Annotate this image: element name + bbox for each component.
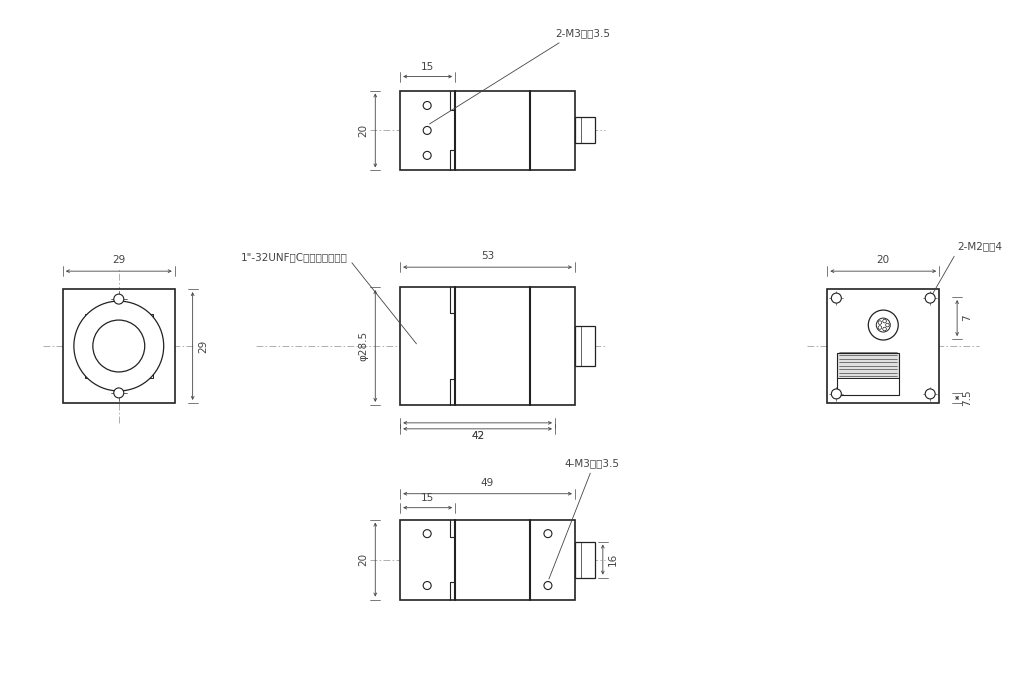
Text: 2-M2深さ4: 2-M2深さ4 xyxy=(931,241,1002,295)
Circle shape xyxy=(877,318,890,332)
Circle shape xyxy=(868,310,898,340)
Circle shape xyxy=(423,582,432,589)
Circle shape xyxy=(879,321,882,324)
Text: 7: 7 xyxy=(962,315,972,321)
Text: 4-M3深さ3.5: 4-M3深さ3.5 xyxy=(549,458,620,579)
Text: 20: 20 xyxy=(358,124,369,137)
Text: 29: 29 xyxy=(199,340,209,353)
Text: 49: 49 xyxy=(481,477,494,488)
Bar xyxy=(401,519,575,599)
Circle shape xyxy=(113,294,124,304)
Text: 42: 42 xyxy=(471,430,484,441)
Circle shape xyxy=(925,293,935,303)
Circle shape xyxy=(544,530,552,538)
Circle shape xyxy=(423,127,432,134)
Bar xyxy=(575,326,595,366)
Text: 15: 15 xyxy=(421,62,435,71)
Text: 53: 53 xyxy=(481,251,494,261)
Bar xyxy=(827,289,939,403)
Bar xyxy=(837,353,899,378)
Text: 15: 15 xyxy=(421,493,435,503)
Text: 20: 20 xyxy=(358,553,369,566)
Bar xyxy=(401,287,575,405)
Bar xyxy=(575,542,595,578)
Circle shape xyxy=(544,582,552,589)
Bar xyxy=(837,353,899,395)
Bar xyxy=(401,90,575,170)
Text: 29: 29 xyxy=(112,256,126,265)
Text: 2-M3深さ3.5: 2-M3深さ3.5 xyxy=(430,29,610,124)
Text: 1"-32UNF（Cマウントネジ）: 1"-32UNF（Cマウントネジ） xyxy=(241,252,416,344)
Circle shape xyxy=(423,530,432,538)
Circle shape xyxy=(831,293,842,303)
Circle shape xyxy=(423,151,432,160)
Circle shape xyxy=(883,327,887,331)
Circle shape xyxy=(93,320,145,372)
Circle shape xyxy=(879,326,882,329)
Text: 7.5: 7.5 xyxy=(962,390,972,406)
Bar xyxy=(84,314,152,378)
Circle shape xyxy=(883,319,887,323)
Text: 42: 42 xyxy=(471,430,484,441)
Circle shape xyxy=(886,323,889,327)
Bar xyxy=(575,118,595,144)
Bar xyxy=(63,289,175,403)
Text: 16: 16 xyxy=(608,553,618,566)
Circle shape xyxy=(74,301,164,391)
Text: φ28.5: φ28.5 xyxy=(358,331,369,361)
Circle shape xyxy=(925,389,935,399)
Text: 20: 20 xyxy=(877,256,890,265)
Circle shape xyxy=(423,102,432,109)
Circle shape xyxy=(831,389,842,399)
Circle shape xyxy=(113,388,124,398)
